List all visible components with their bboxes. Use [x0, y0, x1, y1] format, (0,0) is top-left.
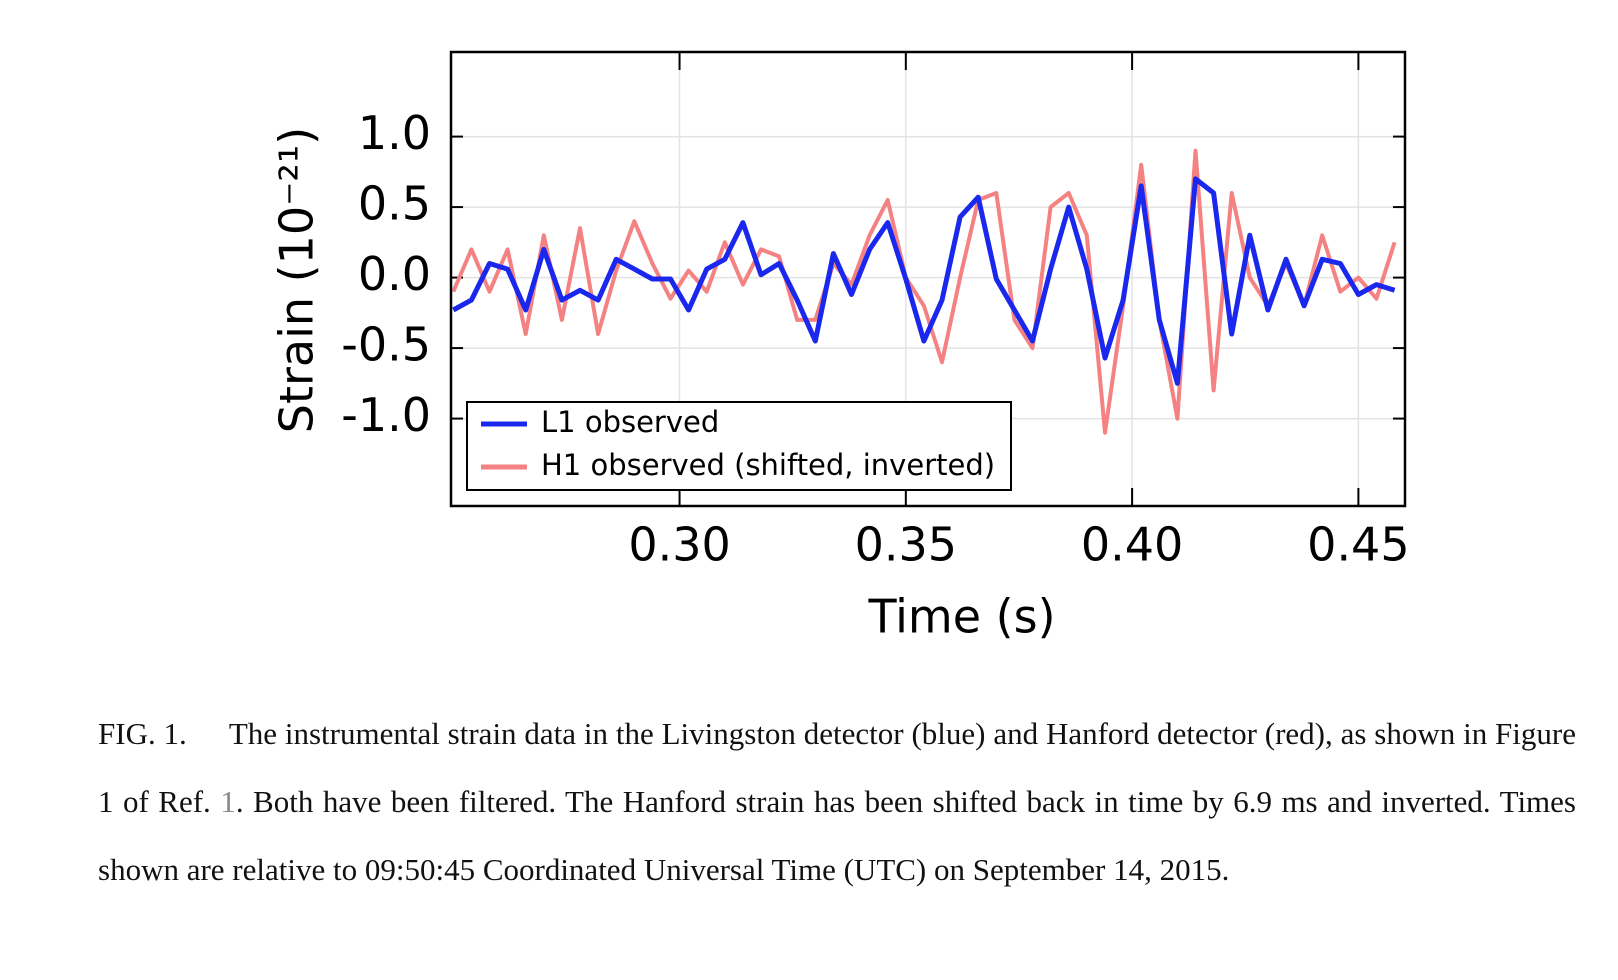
data-line — [451, 148, 1397, 435]
y-tick-label: 0.5 — [358, 177, 431, 231]
chart: Time (s) Strain (10⁻²¹) 1.0 0.5 0.0 -0.5 -1.… — [270, 50, 1410, 644]
x-tick-label: 0.40 — [1081, 518, 1183, 572]
x-tick-label: 0.30 — [628, 518, 730, 572]
caption: FIG. 1. The instrumental strain data in t… — [98, 700, 1576, 904]
x-tick-label: 0.35 — [855, 518, 957, 572]
x-tick-label: 0.45 — [1307, 518, 1409, 572]
caption-text: . Both have been filtered. The Hanford s… — [98, 784, 1576, 887]
legend-box — [466, 401, 1012, 491]
y-tick-label: 1.0 — [358, 106, 431, 160]
y-tick-label: -0.5 — [341, 318, 431, 372]
x-axis-label: Time (s) — [867, 590, 1055, 644]
caption-text: The instrumental strain data in the Livi… — [98, 716, 1576, 819]
caption-ref[interactable]: 1 — [220, 784, 236, 819]
y-tick-label: 0.0 — [358, 247, 431, 301]
caption-label: FIG. 1. — [98, 716, 187, 751]
y-axis-label: Strain (10⁻²¹) — [270, 127, 324, 433]
legend-label: L1 observed — [541, 405, 719, 439]
legend-label: H1 observed (shifted, inverted) — [541, 448, 995, 482]
plot-frame — [449, 50, 1407, 508]
y-tick-label: -1.0 — [341, 388, 431, 442]
data-line — [452, 176, 1396, 386]
